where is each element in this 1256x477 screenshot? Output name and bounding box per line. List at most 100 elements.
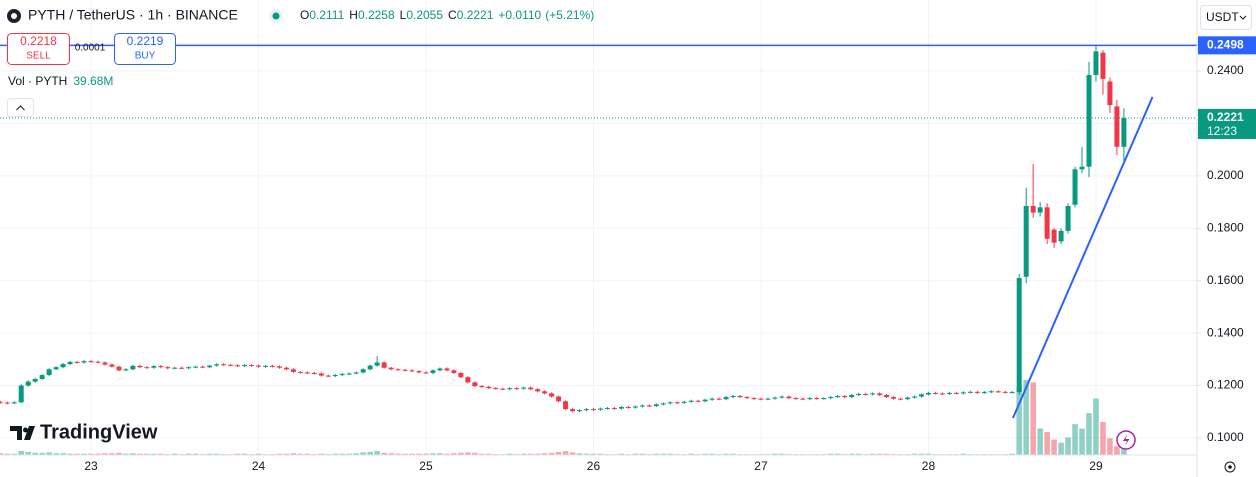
- candle-body: [32, 378, 38, 382]
- volume-bar: [1093, 398, 1099, 455]
- ohlc-letter: C: [448, 8, 457, 22]
- volume-bar: [1072, 424, 1078, 455]
- buy-label: BUY: [135, 51, 156, 62]
- candle-body: [409, 370, 415, 372]
- volume-bar: [297, 453, 304, 455]
- volume-bar: [95, 453, 101, 455]
- current-price-label: 0.2221: [1207, 110, 1244, 124]
- candle-body: [325, 375, 331, 377]
- candle-body: [863, 393, 869, 395]
- volume-bar: [60, 453, 66, 455]
- candle-body: [590, 409, 596, 411]
- candle-body: [1107, 81, 1113, 106]
- volume-bar: [869, 453, 876, 455]
- candle-body: [228, 364, 234, 366]
- volume-bar: [660, 453, 667, 455]
- volume-bar: [339, 453, 346, 455]
- x-tick-label: 29: [1089, 459, 1103, 473]
- candle-body: [500, 388, 506, 390]
- sell-price: 0.2218: [20, 34, 57, 48]
- ohlc-value: 0.2111: [309, 8, 344, 22]
- volume-bar: [437, 453, 443, 455]
- candle-body: [39, 375, 45, 379]
- candle-body: [653, 404, 659, 406]
- sell-button[interactable]: [7, 33, 70, 65]
- currency: USDT: [1206, 10, 1239, 24]
- x-tick-label: 23: [84, 459, 98, 473]
- candle-body: [88, 361, 94, 363]
- ohlc-legend: O0.2111 H0.2258 L0.2055 C0.2221 +0.0110 (+5.2…: [300, 8, 594, 22]
- candle-body: [786, 396, 792, 399]
- volume-bar: [1107, 438, 1113, 455]
- candle-body: [632, 406, 638, 408]
- candle-body: [625, 407, 631, 409]
- volume-bar: [374, 451, 380, 455]
- ohlc-letter: O: [300, 8, 309, 22]
- candle-body: [1086, 74, 1092, 167]
- buy-button[interactable]: [114, 33, 176, 65]
- y-tick-label: 0.2000: [1207, 168, 1244, 182]
- candle-body: [1114, 106, 1120, 147]
- candle-body: [674, 402, 680, 404]
- volume-bar: [102, 453, 108, 455]
- candle-body: [884, 394, 890, 398]
- sell-label: SELL: [26, 51, 51, 62]
- current-price-box: [1198, 108, 1256, 139]
- candle-body: [200, 366, 206, 368]
- candle-body: [946, 392, 952, 394]
- volume-bar: [144, 453, 150, 455]
- spread: 0.0001: [75, 43, 106, 54]
- volume-value: 39.68M: [73, 74, 113, 88]
- volume-bar: [458, 452, 464, 455]
- candle-body: [939, 393, 945, 395]
- candle-body: [130, 365, 136, 370]
- candle-body: [262, 365, 268, 367]
- candle-body: [416, 371, 422, 373]
- volume-bar: [81, 453, 87, 455]
- volume-legend: Vol · PYTH 39.68M: [8, 74, 113, 88]
- candle-body: [528, 387, 534, 390]
- volume-bar: [39, 452, 45, 455]
- candle-body: [423, 372, 429, 374]
- symbol-icon-dot: [11, 13, 17, 19]
- candle-body: [772, 397, 778, 399]
- collapse-button[interactable]: [7, 98, 34, 117]
- candle-body: [158, 366, 164, 368]
- volume-bar: [1065, 437, 1071, 455]
- volume-bar: [883, 453, 890, 455]
- candle-body: [346, 373, 352, 375]
- settings-icon[interactable]: [1224, 461, 1236, 473]
- x-tick-label: 27: [754, 459, 768, 473]
- candle-body: [709, 398, 715, 400]
- candle-body: [660, 403, 666, 405]
- volume-bar: [597, 453, 604, 455]
- volume-bar: [241, 453, 248, 455]
- candle-body: [46, 369, 52, 376]
- candle-body: [821, 398, 827, 400]
- candle-body: [618, 407, 624, 409]
- candle-body: [877, 393, 883, 395]
- collapse-icon: [16, 105, 25, 111]
- volume-name: Vol · PYTH: [8, 74, 67, 88]
- candle-body: [667, 402, 673, 404]
- volume-bar: [632, 453, 639, 455]
- candle-body: [479, 386, 485, 388]
- volume-bar: [444, 453, 450, 455]
- volume-bar: [1037, 428, 1043, 455]
- currency-button[interactable]: [1200, 5, 1252, 30]
- y-tick-label: 0.1600: [1207, 273, 1244, 287]
- volume-bar: [74, 453, 80, 455]
- volume-bar: [918, 453, 925, 455]
- candle-body: [123, 369, 129, 371]
- volume-bar: [1044, 432, 1050, 455]
- volume-bar: [4, 453, 11, 455]
- volume-bar: [255, 453, 262, 455]
- candle-body: [1002, 391, 1008, 393]
- candle-body: [828, 397, 834, 399]
- candle-body: [95, 361, 101, 363]
- volume-bar: [213, 453, 220, 455]
- volume-bar: [472, 452, 478, 455]
- candle-body: [283, 367, 289, 370]
- candle-body: [249, 365, 255, 367]
